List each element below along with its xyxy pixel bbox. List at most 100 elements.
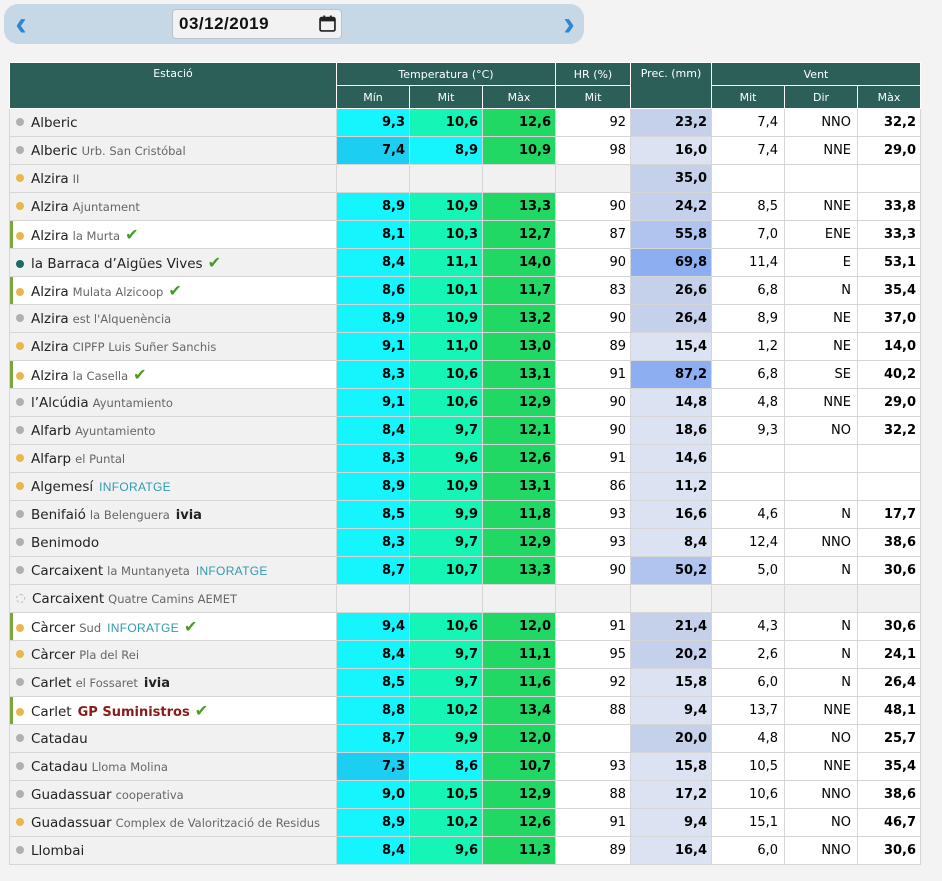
wind-max-cell (857, 472, 922, 501)
table-row[interactable]: Carcaixent la Muntanyeta INFORATGE 8,7 10,7 1… (9, 556, 922, 585)
table-row[interactable]: l’Alcúdia Ayuntamiento 9,1 10,6 12,9 90 14,8 4,… (9, 388, 922, 417)
table-row[interactable]: Alzira est l'Alquenència 8,9 10,9 13,2 90 26,4… (9, 304, 922, 333)
station-name[interactable]: Alberic (31, 114, 78, 131)
table-row[interactable]: la Barraca d’Aigües Vives ✔ 8,4 11,1 14,0 90 6… (9, 248, 922, 277)
col-header-wind-max[interactable]: Màx (857, 85, 922, 109)
station-name[interactable]: Alzira (31, 338, 69, 355)
station-name[interactable]: Carlet (31, 674, 72, 691)
station-name[interactable]: Alfarb (31, 422, 72, 439)
table-row[interactable]: Guadassuar cooperativa 9,0 10,5 12,9 88 17,2 10… (9, 780, 922, 809)
station-cell[interactable]: Alzira est l'Alquenència (9, 304, 337, 333)
table-row[interactable]: Alberic Urb. San Cristóbal 7,4 8,9 10,9 98 16,… (9, 136, 922, 165)
station-cell[interactable]: Alberic Urb. San Cristóbal (9, 136, 337, 165)
station-name[interactable]: Benifaió (31, 506, 86, 523)
station-name[interactable]: Alberic (31, 142, 78, 159)
station-name[interactable]: Alzira (31, 170, 69, 187)
col-header-station[interactable]: Estació (9, 62, 337, 109)
station-name[interactable]: l’Alcúdia (31, 394, 89, 411)
station-name[interactable]: Alzira (31, 228, 69, 244)
station-cell[interactable]: Benimodo (9, 528, 337, 557)
station-cell[interactable]: Alfarb Ayuntamiento (9, 416, 337, 445)
table-row[interactable]: Catadau 8,7 9,9 12,0 20,0 4,8 NO 25,7 (9, 724, 922, 753)
precipitation-cell: 15,8 (630, 668, 713, 697)
table-row[interactable]: Catadau Lloma Molina 7,3 8,6 10,7 93 15,8 10,5 N… (9, 752, 922, 781)
station-name[interactable]: Guadassuar (31, 786, 112, 803)
table-row[interactable]: Guadassuar Complex de Valorització de Res… (9, 808, 922, 837)
temp-min-cell: 8,4 (336, 640, 410, 669)
station-cell[interactable]: Guadassuar cooperativa (9, 780, 337, 809)
wind-dir-cell: NNO (784, 780, 859, 809)
station-cell[interactable]: Alzira Ajuntament (9, 192, 337, 221)
col-header-wind-mid[interactable]: Mit (711, 85, 786, 109)
wind-max-cell (857, 164, 922, 193)
station-cell[interactable]: Carcaixent Quatre Camins AEMET (9, 584, 337, 613)
station-cell[interactable]: Alzira II (9, 164, 337, 193)
station-cell[interactable]: Alzira la Casella ✔ (9, 360, 337, 389)
station-name[interactable]: Càrcer (31, 646, 76, 663)
humidity-cell: 91 (555, 360, 632, 389)
table-row[interactable]: Algemesí INFORATGE 8,9 10,9 13,1 86 11,2 (9, 472, 922, 501)
table-row[interactable]: Alzira Mulata Alzicoop ✔ 8,6 10,1 11,7 83 26,6 6… (9, 276, 922, 305)
table-row[interactable]: Càrcer Sud INFORATGE ✔ 9,4 10,6 12,0 91 21,4 4,3 N… (9, 612, 922, 641)
col-header-humidity-mid[interactable]: Mit (555, 85, 632, 109)
table-row[interactable]: Llombai 8,4 9,6 11,3 89 16,4 6,0 NNO 30,6 (9, 836, 922, 865)
col-header-wind-dir[interactable]: Dir (784, 85, 859, 109)
table-row[interactable]: Carlet GP Suministros ✔ 8,8 10,2 13,4 88 9,4 13,… (9, 696, 922, 725)
station-name[interactable]: Carcaixent (31, 562, 104, 579)
station-cell[interactable]: Alzira Mulata Alzicoop ✔ (9, 276, 337, 305)
col-header-temp-max[interactable]: Màx (481, 85, 557, 109)
table-row[interactable]: Alzira la Casella ✔ 8,3 10,6 13,1 91 87,2 6,8 SE 4… (9, 360, 922, 389)
table-row[interactable]: Alfarb Ayuntamiento 8,4 9,7 12,1 90 18,6 9,3 NO 3… (9, 416, 922, 445)
station-cell[interactable]: Alzira CIPFP Luis Suñer Sanchis (9, 332, 337, 361)
station-name[interactable]: Càrcer (31, 620, 76, 636)
station-cell[interactable]: Guadassuar Complex de Valorització de Res… (9, 808, 337, 837)
previous-day-button[interactable]: ‹ (6, 6, 36, 42)
table-row[interactable]: Alberic 9,3 10,6 12,6 92 23,2 7,4 NNO 32,2 (9, 108, 922, 137)
station-name[interactable]: Carlet (31, 704, 72, 720)
station-cell[interactable]: l’Alcúdia Ayuntamiento (9, 388, 337, 417)
station-cell[interactable]: Càrcer Sud INFORATGE ✔ (9, 612, 337, 641)
table-row[interactable]: Alzira la Murta ✔ 8,1 10,3 12,7 87 55,8 7,0 ENE 33… (9, 220, 922, 249)
station-cell[interactable]: Benifaió la Belenguera ivia (9, 500, 337, 529)
station-cell[interactable]: Catadau (9, 724, 337, 753)
table-row[interactable]: Alzira II 35,0 (9, 164, 922, 193)
table-row[interactable]: Carlet el Fossaret ivia 8,5 9,7 11,6 92 15,8 6,0… (9, 668, 922, 697)
table-row[interactable]: Alfarp el Puntal 8,3 9,6 12,6 91 14,6 (9, 444, 922, 473)
next-day-button[interactable]: › (554, 6, 584, 42)
station-cell[interactable]: Càrcer Pla del Rei (9, 640, 337, 669)
station-name[interactable]: Alzira (31, 284, 69, 300)
table-row[interactable]: Carcaixent Quatre Camins AEMET (9, 584, 922, 613)
table-row[interactable]: Alzira Ajuntament 8,9 10,9 13,3 90 24,2 8,5 NNE 3… (9, 192, 922, 221)
station-cell[interactable]: Alberic (9, 108, 337, 137)
station-cell[interactable]: la Barraca d’Aigües Vives ✔ (9, 248, 337, 277)
station-cell[interactable]: Carlet GP Suministros ✔ (9, 696, 337, 725)
station-name[interactable]: Guadassuar (31, 814, 112, 831)
station-cell[interactable]: Carlet el Fossaret ivia (9, 668, 337, 697)
table-row[interactable]: Càrcer Pla del Rei 8,4 9,7 11,1 95 20,2 2,6 N 24,… (9, 640, 922, 669)
station-name[interactable]: Catadau (31, 730, 88, 747)
col-header-temp-mid[interactable]: Mit (409, 85, 483, 109)
calendar-icon[interactable] (319, 15, 336, 32)
station-cell[interactable]: Catadau Lloma Molina (9, 752, 337, 781)
station-name[interactable]: Catadau (31, 758, 88, 775)
col-header-temp-min[interactable]: Mín (336, 85, 410, 109)
station-name[interactable]: Llombai (31, 842, 85, 859)
station-name[interactable]: Carcaixent (32, 590, 105, 607)
date-input[interactable]: 03/12/2019 (172, 9, 342, 39)
table-row[interactable]: Alzira CIPFP Luis Suñer Sanchis 9,1 11,0 13,… (9, 332, 922, 361)
station-cell[interactable]: Alfarp el Puntal (9, 444, 337, 473)
station-name[interactable]: Algemesí (31, 478, 94, 495)
station-cell[interactable]: Algemesí INFORATGE (9, 472, 337, 501)
station-name[interactable]: Alzira (31, 198, 69, 215)
station-name[interactable]: la Barraca d’Aigües Vives (31, 256, 203, 272)
station-name[interactable]: Alzira (31, 310, 69, 327)
station-name[interactable]: Benimodo (31, 534, 100, 551)
station-cell[interactable]: Llombai (9, 836, 337, 865)
station-cell[interactable]: Carcaixent la Muntanyeta INFORATGE (9, 556, 337, 585)
station-name[interactable]: Alzira (31, 368, 69, 384)
station-cell[interactable]: Alzira la Murta ✔ (9, 220, 337, 249)
col-header-precipitation[interactable]: Prec. (mm) (630, 62, 713, 109)
table-row[interactable]: Benifaió la Belenguera ivia 8,5 9,9 11,8 93 16,… (9, 500, 922, 529)
station-name[interactable]: Alfarp (31, 450, 72, 467)
table-row[interactable]: Benimodo 8,3 9,7 12,9 93 8,4 12,4 NNO 38,6 (9, 528, 922, 557)
